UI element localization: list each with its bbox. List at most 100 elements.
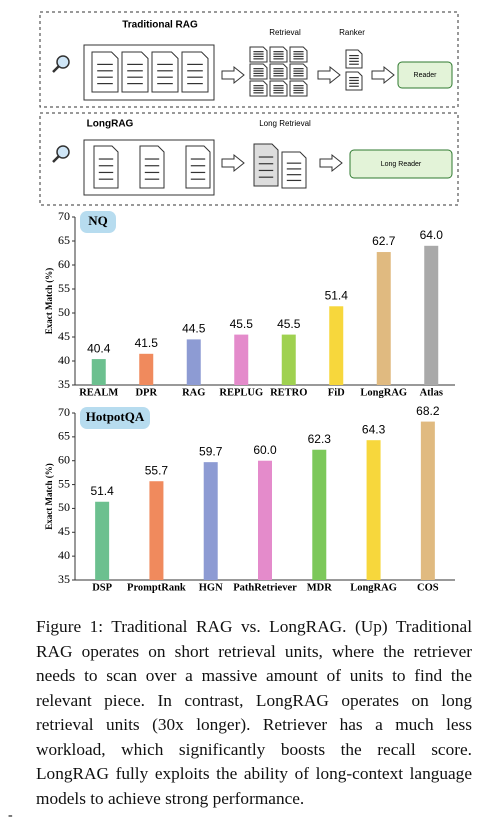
x-tick-label: FiD: [328, 387, 345, 398]
doc-icon: [185, 145, 211, 189]
diagram-label: Reader: [414, 72, 438, 79]
chart-badge: [80, 211, 116, 233]
y-tick-label: 50: [58, 500, 70, 514]
doc-icon: [281, 151, 307, 189]
arrow: [221, 65, 245, 85]
traditional-box: [39, 11, 459, 108]
bar: [95, 501, 110, 580]
doc-icon: [121, 51, 149, 93]
value-label: 68.2: [416, 404, 440, 418]
y-tick-label: 60: [58, 257, 70, 271]
bar: [149, 481, 164, 580]
doc-icon: [91, 51, 119, 93]
bar: [91, 359, 106, 385]
value-label: 62.7: [372, 234, 396, 248]
search-icon: [56, 55, 70, 69]
diagram-label: Long Retrieval: [259, 119, 311, 128]
x-tick-label: PromptRank: [127, 582, 186, 593]
value-label: 59.7: [199, 444, 223, 458]
bar: [203, 462, 218, 580]
margin-mark: -: [8, 808, 13, 823]
bar: [139, 353, 154, 385]
value-label: 64.0: [420, 228, 444, 242]
arrow: [371, 65, 395, 85]
value-label: 45.5: [277, 317, 301, 331]
value-label: 41.5: [135, 336, 159, 350]
search-icon: [52, 65, 60, 73]
diagram-label: Ranker: [339, 28, 365, 37]
doc-icon: [253, 143, 279, 187]
diagram-title: LongRAG: [87, 119, 134, 130]
x-tick-label: REPLUG: [219, 387, 263, 398]
y-tick-label: 65: [58, 233, 70, 247]
value-label: 60.0: [253, 443, 277, 457]
bar: [329, 306, 344, 385]
y-tick-label: 60: [58, 452, 70, 466]
search-icon: [56, 145, 70, 159]
x-tick-label: DSP: [92, 582, 112, 593]
x-tick-label: MDR: [307, 582, 332, 593]
bar: [312, 449, 327, 580]
value-label: 40.4: [87, 341, 111, 355]
y-tick-label: 65: [58, 429, 70, 443]
y-tick-label: 35: [58, 572, 70, 586]
y-tick-label: 45: [58, 524, 70, 538]
doc-icon: [93, 145, 119, 189]
x-tick-label: DPR: [135, 387, 157, 398]
diagram-label: Long Reader: [381, 161, 422, 168]
caption: Figure 1: Traditional RAG vs. LongRAG. (…: [36, 617, 472, 808]
value-label: 62.3: [308, 432, 332, 446]
x-tick-label: PathRetriever: [233, 582, 297, 593]
bar: [186, 339, 201, 385]
y-tick-label: 45: [58, 329, 70, 343]
long-box: [39, 112, 459, 206]
y-tick-label: 35: [58, 377, 70, 391]
doc-pool: [83, 44, 215, 101]
value-label: 45.5: [230, 317, 254, 331]
search-icon: [52, 155, 60, 163]
bar: [281, 334, 296, 385]
doc-icon: [181, 51, 209, 93]
chart-badge: [80, 407, 150, 429]
doc-icon: [139, 145, 165, 189]
value-label: 51.4: [325, 288, 349, 302]
y-axis-label: Exact Match (%): [44, 463, 54, 529]
bar: [258, 460, 272, 580]
figure: Traditional RAG Retrieval Ranker Reader …: [39, 11, 459, 593]
bar: [234, 334, 249, 385]
bar: [376, 252, 391, 385]
y-tick-label: 55: [58, 281, 70, 295]
chart-title: NQ: [88, 213, 108, 228]
x-tick-label: REALM: [79, 387, 118, 398]
y-tick-label: 55: [58, 476, 70, 490]
bar: [424, 245, 439, 385]
arrow: [319, 153, 343, 173]
diagram-title: Traditional RAG: [122, 20, 198, 31]
arrow: [317, 65, 341, 85]
long-reader-box: [349, 149, 453, 179]
y-tick-label: 70: [58, 209, 70, 223]
chart-title: HotpotQA: [86, 409, 145, 424]
value-label: 64.3: [362, 422, 386, 436]
bar: [420, 421, 435, 580]
doc-icon: [151, 51, 179, 93]
bar: [366, 440, 381, 580]
reader-box: [397, 61, 453, 89]
x-tick-label: LongRAG: [360, 387, 407, 398]
diagram-label: Retrieval: [269, 28, 301, 37]
y-tick-label: 40: [58, 353, 70, 367]
y-tick-label: 50: [58, 305, 70, 319]
x-tick-label: Atlas: [420, 387, 443, 398]
value-label: 55.7: [145, 463, 169, 477]
y-axis-label: Exact Match (%): [44, 268, 54, 334]
x-tick-label: HGN: [199, 582, 223, 593]
x-tick-label: RETRO: [270, 387, 307, 398]
y-tick-label: 40: [58, 548, 70, 562]
x-tick-label: COS: [417, 582, 439, 593]
x-tick-label: LongRAG: [350, 582, 397, 593]
y-tick-label: 70: [58, 405, 70, 419]
arrow: [221, 153, 245, 173]
doc-pool: [83, 139, 215, 196]
x-tick-label: RAG: [182, 387, 205, 398]
